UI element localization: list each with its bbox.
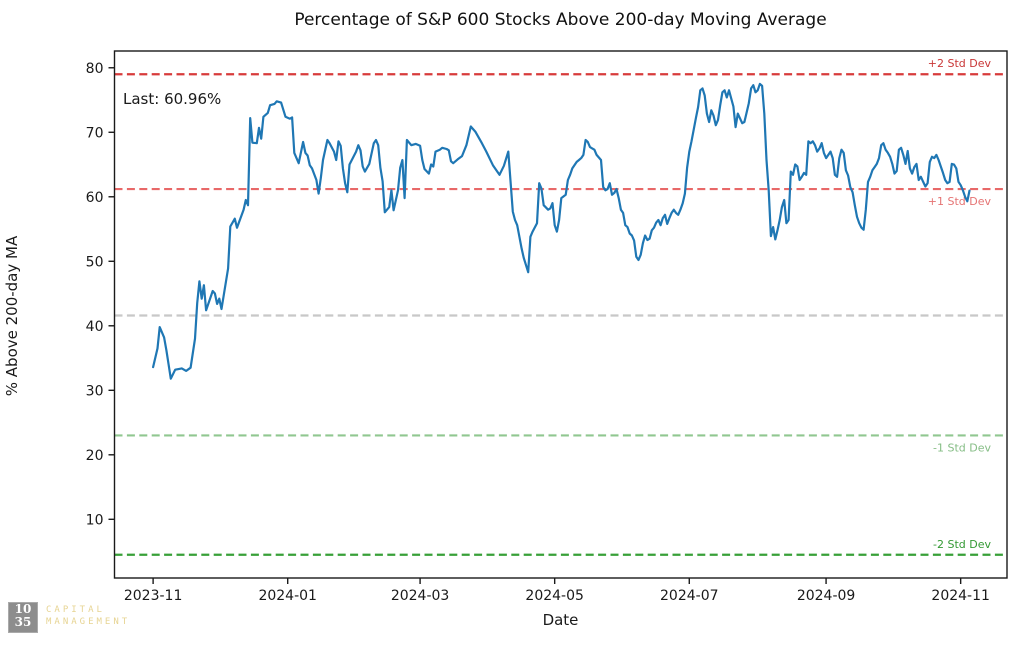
logo-box: 10 35 — [8, 602, 38, 633]
ref-line-label-plus1: +1 Std Dev — [928, 195, 992, 208]
chart-title: Percentage of S&P 600 Stocks Above 200-d… — [294, 10, 827, 30]
logo-name-line2: MANAGEMENT — [46, 617, 131, 627]
ref-line-label-plus2: +2 Std Dev — [928, 57, 992, 70]
ref-line-label-minus2: -2 Std Dev — [933, 538, 991, 551]
y-tick-label: 30 — [86, 383, 104, 399]
x-tick-label: 2024-07 — [660, 588, 719, 604]
x-axis-label: Date — [542, 611, 579, 629]
x-tick-label: 2024-09 — [797, 588, 856, 604]
plot-frame — [113, 50, 1008, 579]
logo-number-bottom: 35 — [14, 615, 32, 629]
logo-number-top: 10 — [14, 602, 32, 616]
y-tick-label: 80 — [86, 61, 104, 77]
x-tick-label: 2024-01 — [258, 588, 317, 604]
y-tick-label: 70 — [86, 125, 104, 141]
series-line — [152, 82, 971, 380]
x-tick-label: 2024-03 — [391, 588, 450, 604]
ref-line-label-minus1: -1 Std Dev — [933, 441, 991, 454]
logo-name: CAPITAL MANAGEMENT — [46, 604, 130, 628]
logo-name-line1: CAPITAL — [46, 605, 105, 615]
y-tick-label: 60 — [86, 190, 104, 206]
y-tick-label: 50 — [86, 254, 104, 270]
last-value-annotation: Last: 60.96% — [123, 90, 222, 108]
x-tick-label: 2024-05 — [525, 588, 584, 604]
x-tick-label: 2023-11 — [124, 588, 183, 604]
y-tick-label: 40 — [86, 319, 104, 335]
x-tick-label: 2024-11 — [931, 588, 990, 604]
y-axis-label: % Above 200-day MA — [3, 235, 21, 397]
y-tick-label: 20 — [86, 448, 104, 464]
y-tick-label: 10 — [86, 512, 104, 528]
